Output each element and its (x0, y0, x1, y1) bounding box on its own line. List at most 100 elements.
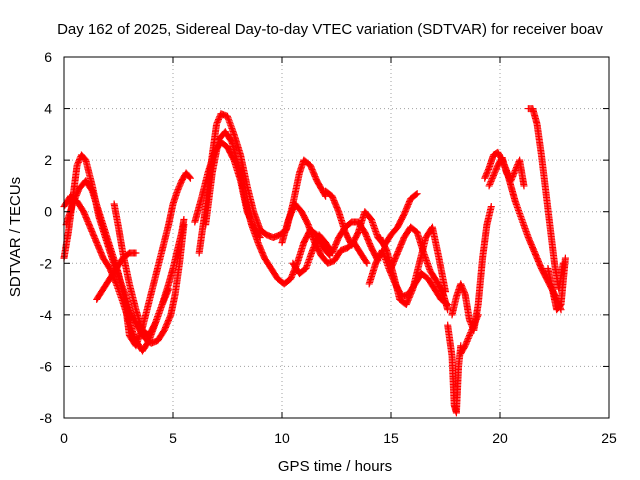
data-point (491, 169, 499, 177)
data-point (483, 168, 491, 176)
data-point (214, 116, 222, 124)
data-point (413, 190, 421, 198)
y-tick-labels: -8 -6 -4 -2 0 2 4 6 (40, 49, 53, 426)
data-point (510, 169, 518, 177)
data-point (491, 167, 499, 175)
data-point (509, 172, 517, 180)
y-tick-label: -8 (40, 410, 53, 426)
series-track-u (544, 254, 569, 314)
data-point (469, 324, 477, 332)
data-point (465, 316, 473, 324)
data-markers (60, 105, 569, 417)
data-point (469, 323, 477, 331)
series-track-g (202, 128, 334, 288)
x-tick-label: 15 (383, 430, 399, 446)
data-point (458, 283, 466, 291)
data-point (520, 182, 528, 190)
data-point (486, 180, 494, 188)
data-point (74, 160, 82, 168)
x-tick-label: 5 (169, 430, 177, 446)
data-point (256, 234, 264, 241)
data-point (470, 321, 478, 329)
data-point (474, 311, 482, 319)
data-point (467, 327, 475, 335)
series-track-b (62, 169, 194, 350)
data-point (511, 166, 519, 174)
data-point (73, 161, 81, 169)
data-point (412, 191, 420, 199)
data-point (474, 312, 482, 320)
data-point (176, 180, 184, 188)
data-point (459, 284, 467, 292)
data-point (74, 158, 82, 166)
y-tick-label: 4 (44, 101, 52, 117)
data-point (488, 176, 496, 184)
data-point (460, 287, 468, 295)
plot-frame (63, 56, 610, 419)
y-tick-label: 0 (44, 204, 52, 220)
data-point (214, 117, 222, 125)
data-point (472, 315, 480, 323)
data-point (175, 183, 183, 191)
data-point (489, 172, 497, 180)
data-point (493, 164, 501, 172)
x-tick-label: 25 (601, 430, 617, 446)
data-point (213, 120, 221, 128)
data-point (460, 289, 468, 297)
data-point (462, 340, 470, 348)
axis-ticks (63, 56, 610, 419)
series-track-o (444, 321, 465, 417)
series-track-d (93, 249, 140, 303)
data-point (485, 182, 493, 190)
data-point (174, 186, 182, 194)
data-point (186, 174, 194, 182)
data-point (444, 306, 452, 314)
data-point (362, 258, 370, 266)
x-tick-labels: 0 5 10 15 20 25 (60, 430, 617, 446)
data-point (75, 157, 83, 165)
data-point (457, 280, 465, 288)
series-track-i (278, 200, 371, 267)
series-track-e (110, 200, 188, 339)
y-tick-label: -2 (40, 255, 53, 271)
x-tick-label: 20 (492, 430, 508, 446)
chart-title: Day 162 of 2025, Sidereal Day-to-day VTE… (57, 21, 603, 38)
data-point (462, 339, 470, 347)
data-point (186, 173, 194, 181)
data-point (363, 259, 371, 267)
data-point (509, 171, 517, 179)
data-point (255, 232, 263, 240)
series-track-p (448, 203, 495, 334)
data-point (463, 337, 471, 345)
series-track-q (457, 311, 482, 358)
data-point (459, 286, 467, 294)
data-point (482, 171, 490, 179)
data-point (465, 331, 473, 339)
data-point (488, 175, 496, 183)
data-point (465, 333, 473, 341)
data-point (457, 281, 465, 289)
data-point (489, 173, 497, 181)
data-point (180, 215, 188, 223)
series-track-t (524, 105, 567, 293)
series-track-k (322, 187, 421, 249)
data-point (481, 173, 489, 181)
data-point (484, 167, 492, 175)
series-track-h (191, 138, 264, 241)
data-point (508, 175, 516, 183)
data-point (467, 329, 475, 337)
data-point (471, 318, 479, 326)
data-point (466, 330, 474, 338)
y-tick-label: 6 (44, 49, 52, 65)
data-point (472, 317, 480, 325)
data-point (473, 314, 481, 322)
data-point (470, 320, 478, 328)
data-point (511, 168, 519, 176)
y-axis-title: SDTVAR / TECUs (7, 177, 24, 297)
y-tick-label: -4 (40, 307, 53, 323)
data-point (176, 181, 184, 189)
series-track-s (485, 154, 528, 190)
data-point (173, 187, 181, 195)
data-point (461, 342, 469, 350)
